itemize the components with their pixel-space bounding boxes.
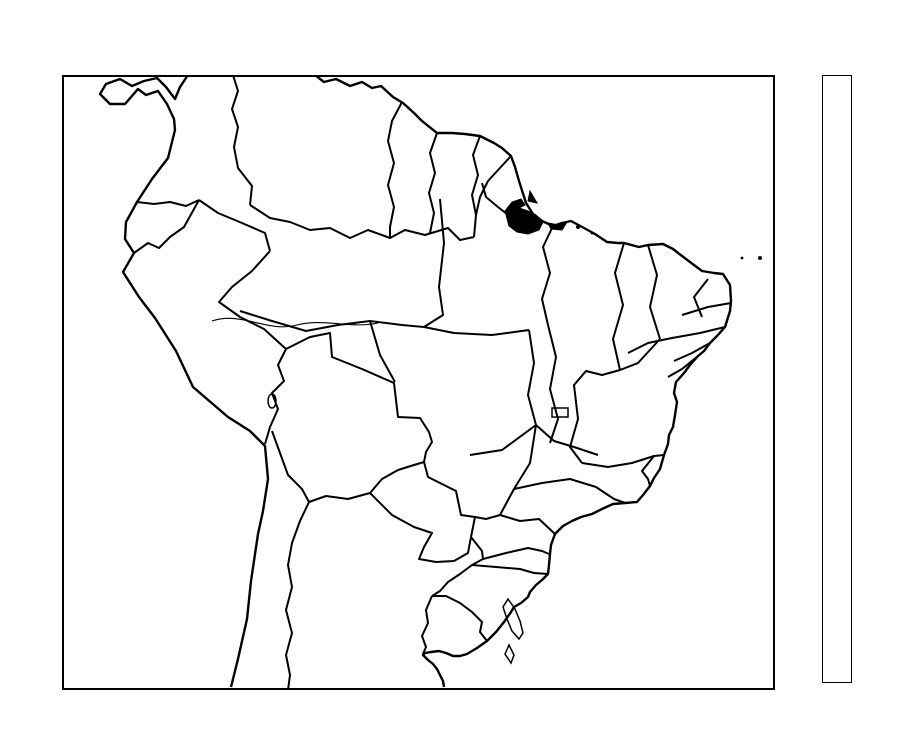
atol-das-rocas-island bbox=[740, 256, 744, 260]
pacific-coastline bbox=[98, 75, 270, 688]
amazon-river bbox=[211, 317, 379, 328]
marajo-delta-fill bbox=[504, 189, 569, 235]
wind-speed-colorbar bbox=[822, 75, 852, 683]
map-canvas bbox=[62, 75, 775, 690]
brazil-state-borders bbox=[239, 182, 732, 575]
fernando-de-noronha-island bbox=[758, 256, 762, 260]
delta-islet bbox=[576, 225, 580, 229]
delta-islet bbox=[590, 231, 594, 235]
atlantic-coastline bbox=[314, 75, 733, 688]
distrito-federal-border bbox=[551, 407, 569, 418]
lake-titicaca bbox=[267, 393, 277, 409]
geography bbox=[62, 75, 775, 690]
map-panel bbox=[62, 75, 775, 690]
map-frame-border bbox=[62, 75, 775, 690]
country-borders bbox=[133, 75, 512, 690]
patos-lagoon bbox=[502, 597, 524, 665]
